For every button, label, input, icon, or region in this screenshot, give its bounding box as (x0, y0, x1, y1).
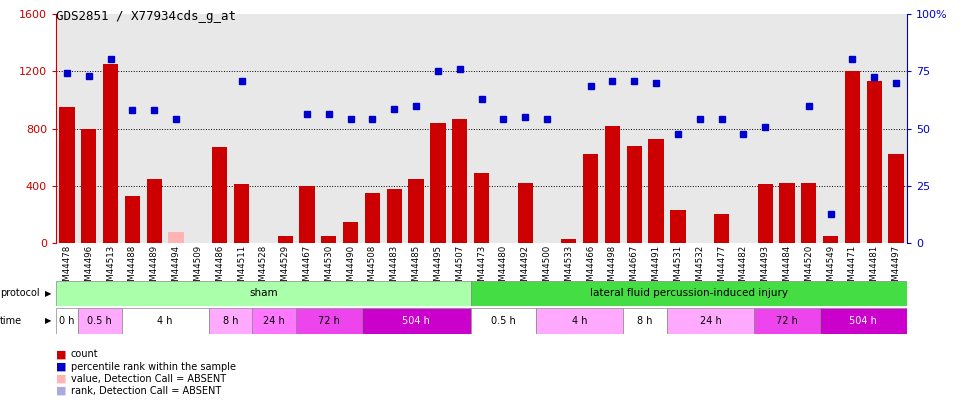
Bar (714, 214, 729, 243)
Bar (252, 308, 296, 334)
Bar (627, 146, 642, 243)
Bar (125, 196, 140, 243)
Bar (820, 308, 907, 334)
Text: 4 h: 4 h (158, 316, 173, 326)
Bar (604, 126, 620, 243)
Bar (147, 179, 161, 243)
Text: lateral fluid percussion-induced injury: lateral fluid percussion-induced injury (590, 288, 788, 298)
Bar (649, 139, 663, 243)
Bar (387, 189, 402, 243)
Bar (471, 308, 536, 334)
Bar (343, 222, 359, 243)
Text: 8 h: 8 h (637, 316, 653, 326)
Text: ■: ■ (56, 350, 67, 359)
Text: time: time (0, 316, 22, 326)
Bar (536, 308, 624, 334)
Bar (453, 119, 467, 243)
Bar (212, 147, 227, 243)
Bar (583, 154, 599, 243)
Bar (779, 183, 795, 243)
Text: ▶: ▶ (45, 316, 52, 326)
Bar (362, 308, 471, 334)
Bar (103, 64, 118, 243)
Bar (802, 183, 816, 243)
Bar (624, 308, 667, 334)
Bar (670, 210, 686, 243)
Text: GDS2851 / X77934cds_g_at: GDS2851 / X77934cds_g_at (56, 10, 236, 23)
Bar (78, 308, 122, 334)
Bar (845, 71, 860, 243)
Text: sham: sham (249, 288, 278, 298)
Bar (561, 239, 576, 243)
Bar (300, 186, 314, 243)
Text: value, Detection Call = ABSENT: value, Detection Call = ABSENT (71, 374, 225, 384)
Text: 24 h: 24 h (700, 316, 721, 326)
Bar (365, 193, 380, 243)
Bar (122, 308, 209, 334)
Bar (321, 236, 337, 243)
Text: ■: ■ (56, 386, 67, 396)
Text: 8 h: 8 h (222, 316, 239, 326)
Bar (168, 232, 184, 243)
Bar (278, 236, 293, 243)
Bar (56, 308, 78, 334)
Text: 72 h: 72 h (777, 316, 798, 326)
Text: 504 h: 504 h (402, 316, 430, 326)
Text: 0.5 h: 0.5 h (87, 316, 112, 326)
Text: 72 h: 72 h (318, 316, 339, 326)
Text: 0 h: 0 h (59, 316, 74, 326)
Text: percentile rank within the sample: percentile rank within the sample (71, 362, 236, 371)
Bar (866, 81, 882, 243)
Text: ▶: ▶ (45, 289, 52, 298)
Bar (296, 308, 362, 334)
Text: 504 h: 504 h (849, 316, 877, 326)
Text: ■: ■ (56, 362, 67, 371)
Bar (59, 107, 74, 243)
Bar (517, 183, 533, 243)
Bar (408, 179, 424, 243)
Bar (471, 281, 907, 306)
Bar (823, 236, 838, 243)
Bar (81, 129, 97, 243)
Bar (757, 184, 773, 243)
Text: rank, Detection Call = ABSENT: rank, Detection Call = ABSENT (71, 386, 220, 396)
Text: 0.5 h: 0.5 h (491, 316, 515, 326)
Text: 24 h: 24 h (263, 316, 285, 326)
Bar (56, 281, 471, 306)
Bar (754, 308, 820, 334)
Bar (209, 308, 252, 334)
Text: count: count (71, 350, 99, 359)
Text: 4 h: 4 h (572, 316, 588, 326)
Bar (889, 154, 904, 243)
Text: ■: ■ (56, 374, 67, 384)
Text: protocol: protocol (0, 288, 40, 298)
Bar (430, 123, 446, 243)
Bar (234, 184, 249, 243)
Bar (474, 173, 489, 243)
Bar (667, 308, 754, 334)
